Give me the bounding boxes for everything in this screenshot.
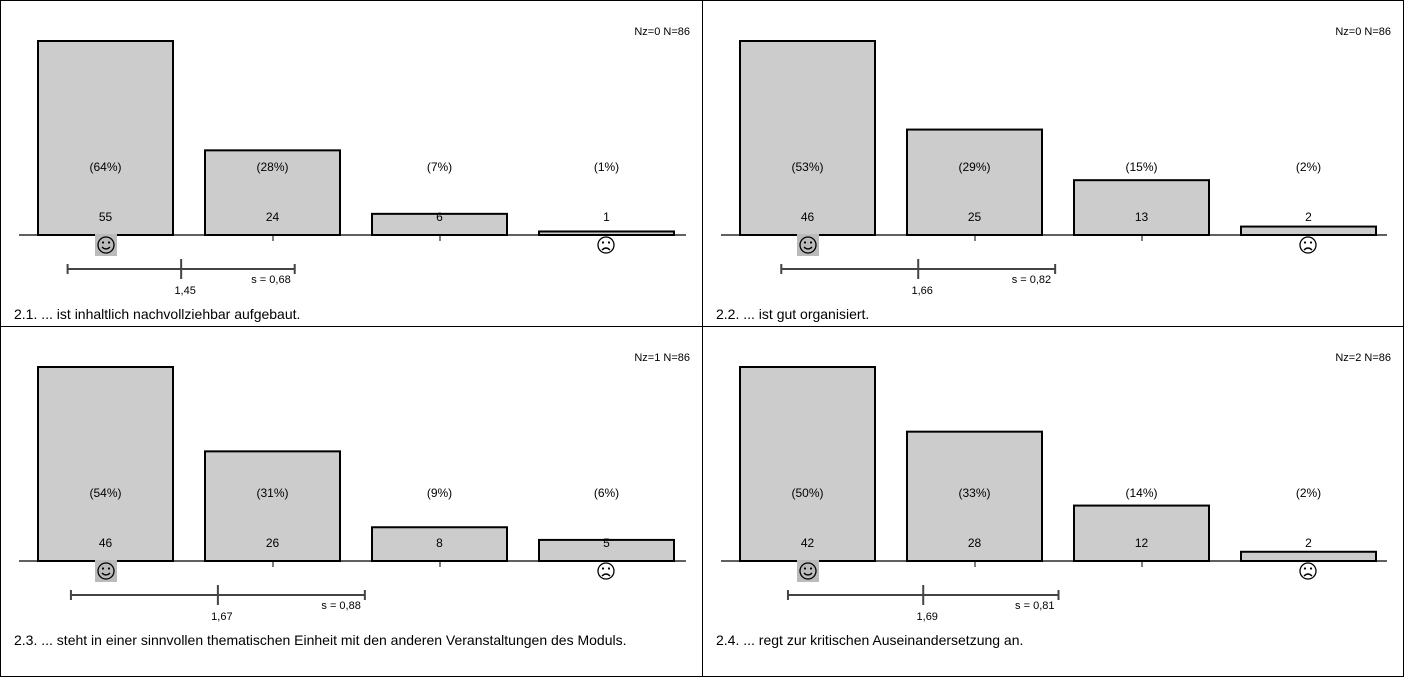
sd-label: s = 0,81 <box>1015 600 1054 612</box>
mean-label: 1,45 <box>174 285 195 297</box>
count-label: 2 <box>1305 536 1312 550</box>
bar-2 <box>906 128 1043 236</box>
percent-label: (14%) <box>1125 486 1157 500</box>
count-label: 28 <box>968 536 982 550</box>
sd-label: s = 0,82 <box>1012 274 1051 286</box>
smiley-face-icon <box>797 560 819 582</box>
mean-label: 1,66 <box>912 285 933 297</box>
percent-label: (64%) <box>89 160 121 174</box>
percent-label: (7%) <box>427 160 452 174</box>
percent-label: (1%) <box>594 160 619 174</box>
percent-label: (6%) <box>594 486 619 500</box>
percent-label: (9%) <box>427 486 452 500</box>
percent-label: (28%) <box>256 160 288 174</box>
bar-2 <box>204 149 341 237</box>
question-text: 2.1. ... ist inhaltlich nachvollziehbar … <box>14 306 301 322</box>
count-label: 8 <box>436 536 443 550</box>
bar-1 <box>37 40 174 236</box>
sample-size-label: Nz=2 N=86 <box>1335 352 1391 364</box>
sample-size-label: Nz=0 N=86 <box>1335 26 1391 38</box>
percent-label: (54%) <box>89 486 121 500</box>
sample-size-label: Nz=0 N=86 <box>634 26 690 38</box>
bar-chart: Nz=0 N=86 (53%) 46 (29%) 25 (15%) 13 (2%) 2 1,66 s… <box>721 26 1391 297</box>
bar-chart: Nz=2 N=86 (50%) 42 (33%) 28 (14%) 12 (2%) 2 1,69 s… <box>721 352 1391 623</box>
count-label: 2 <box>1305 210 1312 224</box>
bar-1 <box>37 366 174 562</box>
chart-panel-2: Nz=0 N=86 (53%) 46 (29%) 25 (15%) 13 (2%) 2 1,66 s… <box>702 0 1404 327</box>
count-label: 25 <box>968 210 982 224</box>
question-text: 2.2. ... ist gut organisiert. <box>716 306 870 322</box>
count-label: 1 <box>603 210 610 224</box>
percent-label: (31%) <box>256 486 288 500</box>
count-label: 46 <box>99 536 113 550</box>
count-label: 55 <box>99 210 113 224</box>
frowny-face-icon <box>1299 236 1317 254</box>
percent-label: (2%) <box>1296 486 1321 500</box>
question-text: 2.3. ... steht in einer sinnvollen thema… <box>14 632 627 648</box>
bar-1 <box>739 366 876 562</box>
frowny-face-icon <box>1299 562 1317 580</box>
bar-4 <box>1240 225 1377 236</box>
count-label: 46 <box>801 210 815 224</box>
bar-chart: Nz=1 N=86 (54%) 46 (31%) 26 (9%) 8 (6%) 5 1,67 s =… <box>19 352 690 623</box>
count-label: 24 <box>266 210 280 224</box>
bar-3 <box>1073 179 1210 237</box>
question-text: 2.4. ... regt zur kritischen Auseinander… <box>716 632 1024 648</box>
frowny-face-icon <box>597 562 615 580</box>
mean-label: 1,67 <box>211 611 232 623</box>
count-label: 12 <box>1135 536 1149 550</box>
bar-4 <box>1240 550 1377 562</box>
sd-label: s = 0,68 <box>251 274 290 286</box>
chart-panel-3: Nz=1 N=86 (54%) 46 (31%) 26 (9%) 8 (6%) 5 1,67 s =… <box>0 326 703 677</box>
mean-label: 1,69 <box>917 611 938 623</box>
bar-3 <box>371 526 508 562</box>
count-label: 5 <box>603 536 610 550</box>
sample-size-label: Nz=1 N=86 <box>634 352 690 364</box>
count-label: 6 <box>436 210 443 224</box>
chart-panel-1: Nz=0 N=86 (64%) 55 (28%) 24 (7%) 6 (1%) 1 1,45 s =… <box>0 0 703 327</box>
percent-label: (50%) <box>791 486 823 500</box>
bar-chart: Nz=0 N=86 (64%) 55 (28%) 24 (7%) 6 (1%) 1 1,45 s =… <box>19 26 690 297</box>
count-label: 26 <box>266 536 280 550</box>
chart-panel-4: Nz=2 N=86 (50%) 42 (33%) 28 (14%) 12 (2%) 2 1,69 s… <box>702 326 1404 677</box>
percent-label: (2%) <box>1296 160 1321 174</box>
percent-label: (33%) <box>958 486 990 500</box>
sd-label: s = 0,88 <box>321 600 360 612</box>
frowny-face-icon <box>597 236 615 254</box>
bar-1 <box>739 40 876 236</box>
percent-label: (53%) <box>791 160 823 174</box>
bar-3 <box>1073 504 1210 562</box>
count-label: 13 <box>1135 210 1149 224</box>
percent-label: (29%) <box>958 160 990 174</box>
smiley-face-icon <box>95 560 117 582</box>
bar-2 <box>906 430 1043 562</box>
smiley-face-icon <box>95 234 117 256</box>
percent-label: (15%) <box>1125 160 1157 174</box>
bar-2 <box>204 450 341 562</box>
count-label: 42 <box>801 536 815 550</box>
smiley-face-icon <box>797 234 819 256</box>
